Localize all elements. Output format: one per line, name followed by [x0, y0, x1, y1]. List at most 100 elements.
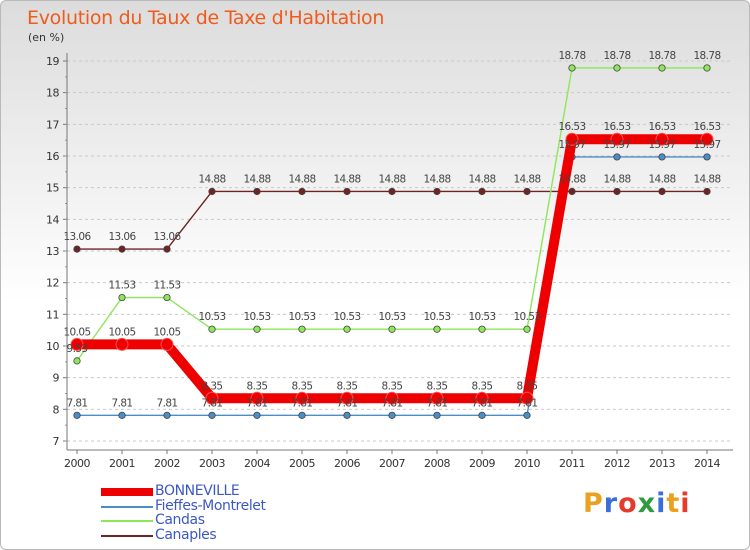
- data-label: 10.53: [513, 311, 540, 323]
- data-label: 11.53: [153, 280, 180, 292]
- legend-label: Canaples: [155, 526, 217, 543]
- data-label: 10.05: [153, 326, 180, 338]
- data-label: 8.35: [337, 380, 358, 392]
- y-tick-label: 12: [46, 277, 59, 290]
- data-label: 14.88: [243, 173, 270, 185]
- data-label: 14.88: [603, 173, 630, 185]
- y-tick-label: 17: [46, 118, 59, 131]
- series-bonneville: [70, 132, 714, 405]
- data-label: 15.97: [603, 139, 630, 151]
- data-label: 7.81: [202, 397, 223, 409]
- data-point: [433, 325, 441, 333]
- x-tick-label: 2001: [109, 457, 135, 470]
- data-point: [613, 153, 621, 161]
- data-label: 7.81: [112, 397, 133, 409]
- data-point: [250, 391, 264, 405]
- data-point: [115, 337, 129, 351]
- data-label: 13.06: [153, 231, 181, 243]
- data-point: [523, 325, 531, 333]
- data-point: [388, 325, 396, 333]
- data-point: [253, 411, 261, 419]
- data-label: 15.97: [558, 139, 585, 151]
- x-tick-label: 2012: [604, 457, 630, 470]
- data-label: 10.53: [468, 311, 495, 323]
- data-label: 8.35: [517, 380, 538, 392]
- data-point: [118, 293, 126, 302]
- x-tick-label: 2004: [244, 457, 270, 470]
- data-point: [700, 132, 714, 146]
- series-candas: [73, 64, 711, 365]
- data-point: [568, 64, 576, 72]
- data-label: 8.35: [247, 380, 268, 392]
- data-label: 7.81: [382, 397, 403, 409]
- data-point: [298, 411, 306, 419]
- logo-letter: o: [618, 488, 638, 519]
- data-label: 15.97: [648, 139, 675, 151]
- legend-label: BONNEVILLE: [155, 483, 240, 499]
- data-label: 7.81: [517, 397, 538, 409]
- logo-letter: i: [656, 488, 667, 519]
- x-tick-label: 2010: [514, 457, 540, 470]
- data-point: [205, 391, 219, 405]
- data-label: 10.53: [378, 311, 405, 323]
- data-point: [70, 337, 84, 351]
- data-label: 10.53: [198, 311, 225, 323]
- data-label: 7.81: [472, 397, 493, 409]
- legend-swatch: [101, 488, 153, 496]
- data-point: [388, 187, 396, 196]
- y-tick-label: 16: [46, 150, 59, 163]
- legend-label: Fieffes-Montrelet: [155, 497, 266, 514]
- logo-letter: P: [583, 488, 604, 519]
- data-label: 13.06: [108, 231, 136, 243]
- data-point: [160, 337, 174, 351]
- data-point: [298, 187, 306, 196]
- series-canaples: [73, 187, 711, 253]
- logo-letter: i: [680, 488, 691, 519]
- data-point: [118, 411, 126, 419]
- data-point: [703, 187, 711, 196]
- logo-letter: t: [666, 488, 681, 519]
- x-tick-label: 2000: [64, 457, 90, 470]
- data-point: [613, 64, 621, 72]
- data-point: [253, 187, 261, 196]
- x-tick-label: 2011: [559, 457, 585, 470]
- data-label: 7.81: [67, 397, 88, 409]
- x-tick-label: 2013: [649, 457, 675, 470]
- data-point: [658, 153, 666, 161]
- data-label: 16.53: [648, 121, 675, 133]
- data-label: 14.88: [423, 173, 450, 185]
- data-point: [430, 391, 444, 405]
- data-point: [478, 411, 486, 419]
- data-label: 14.88: [198, 173, 225, 185]
- legend-swatch: [101, 505, 153, 508]
- data-point: [163, 411, 171, 419]
- data-point: [478, 325, 486, 333]
- data-label: 14.88: [513, 173, 540, 185]
- data-label: 8.35: [292, 380, 313, 392]
- x-tick-label: 2008: [424, 457, 450, 470]
- y-tick-label: 18: [46, 87, 59, 100]
- data-label: 10.53: [333, 311, 360, 323]
- x-tick-label: 2009: [469, 457, 495, 470]
- data-point: [343, 325, 351, 333]
- data-point: [163, 245, 171, 253]
- data-point: [565, 132, 579, 146]
- data-label: 10.53: [288, 311, 315, 323]
- data-label: 18.78: [693, 50, 720, 62]
- logo-letter: r: [603, 488, 619, 519]
- data-point: [343, 187, 351, 196]
- data-label: 8.35: [382, 380, 403, 392]
- data-point: [208, 325, 216, 333]
- data-point: [118, 245, 126, 253]
- y-tick-label: 9: [53, 372, 60, 385]
- data-label: 11.53: [108, 280, 135, 292]
- data-label: 14.88: [333, 173, 360, 185]
- x-tick-label: 2003: [199, 457, 225, 470]
- data-point: [613, 187, 621, 196]
- proxiti-logo: Proxiti: [583, 488, 691, 519]
- legend-label: Candas: [155, 512, 205, 528]
- data-point: [478, 187, 486, 196]
- data-label: 14.88: [558, 173, 585, 185]
- y-tick-label: 13: [46, 245, 59, 258]
- data-label: 8.35: [472, 380, 493, 392]
